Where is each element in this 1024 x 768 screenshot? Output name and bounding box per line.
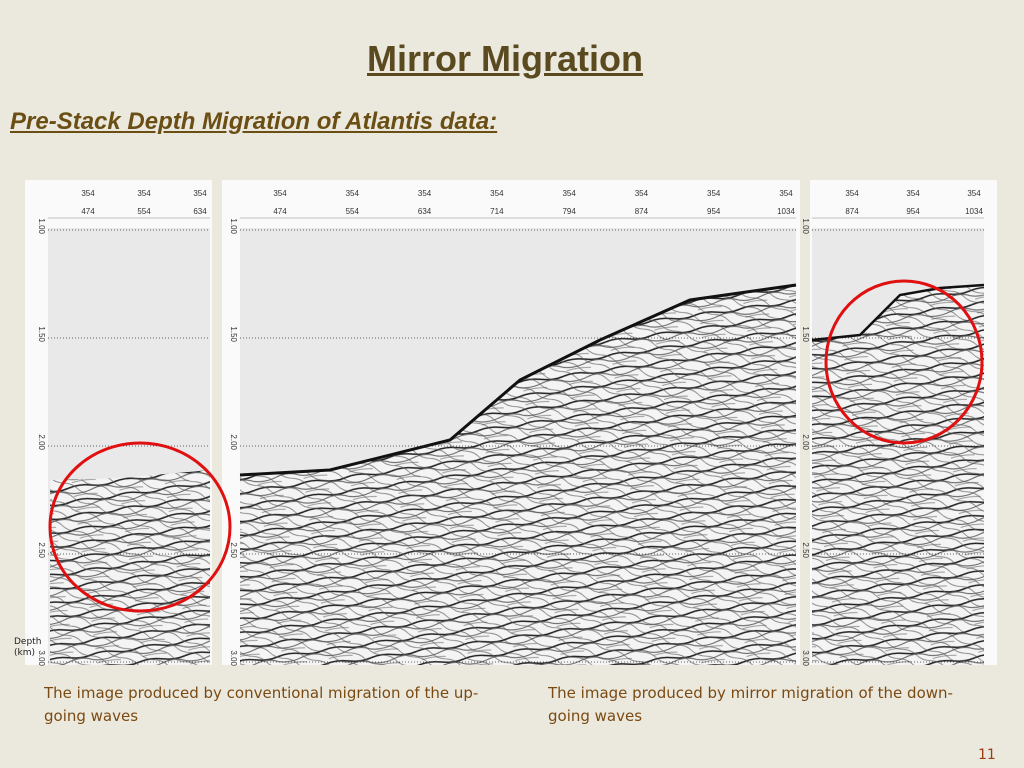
page-number: 11 <box>978 747 996 763</box>
trace-header: 1034 <box>965 207 983 216</box>
depth-tick-label: 1.00 <box>801 218 810 234</box>
trace-header: 474 <box>81 207 95 216</box>
depth-tick-label: 2.50 <box>37 542 46 558</box>
caption: The image produced by conventional migra… <box>44 684 479 725</box>
trace-header: 874 <box>635 207 649 216</box>
depth-tick-label: 1.50 <box>37 326 46 342</box>
trace-header: 794 <box>562 207 576 216</box>
trace-header: 714 <box>490 207 504 216</box>
depth-tick-label: 1.50 <box>229 326 238 342</box>
trace-header: 634 <box>418 207 432 216</box>
trace-header: 354 <box>906 189 920 198</box>
trace-header: 1034 <box>777 207 795 216</box>
trace-header: 474 <box>273 207 287 216</box>
trace-header: 354 <box>845 189 859 198</box>
depth-tick-label: 3.00 <box>37 650 46 666</box>
trace-header: 354 <box>193 189 207 198</box>
trace-header: 354 <box>562 189 576 198</box>
trace-header: 354 <box>779 189 793 198</box>
depth-tick-label: 2.50 <box>229 542 238 558</box>
highlight-circle <box>824 279 984 445</box>
depth-tick-label: 2.00 <box>229 434 238 450</box>
trace-header: 354 <box>418 189 432 198</box>
depth-tick-label: 3.00 <box>229 650 238 666</box>
trace-header: 354 <box>273 189 287 198</box>
depth-tick-label: 2.50 <box>801 542 810 558</box>
slide-title: Mirror Migration <box>367 38 643 79</box>
trace-header: 354 <box>346 189 360 198</box>
highlight-circle <box>48 441 232 613</box>
trace-header: 954 <box>707 207 721 216</box>
trace-header: 554 <box>137 207 151 216</box>
depth-tick-label: 2.00 <box>37 434 46 450</box>
depth-tick-label: 1.50 <box>801 326 810 342</box>
trace-header: 634 <box>193 207 207 216</box>
depth-label: Depth (km) <box>14 637 42 658</box>
caption: The image produced by mirror migration o… <box>548 684 953 725</box>
trace-header: 354 <box>137 189 151 198</box>
depth-tick-label: 1.00 <box>229 218 238 234</box>
trace-header: 354 <box>490 189 504 198</box>
trace-header: 354 <box>635 189 649 198</box>
trace-header: 354 <box>707 189 721 198</box>
depth-tick-label: 3.00 <box>801 650 810 666</box>
trace-header: 354 <box>967 189 981 198</box>
trace-header: 954 <box>906 207 920 216</box>
trace-header: 354 <box>81 189 95 198</box>
slide-subtitle: Pre-Stack Depth Migration of Atlantis da… <box>10 108 498 135</box>
trace-header: 554 <box>346 207 360 216</box>
depth-tick-label: 1.00 <box>37 218 46 234</box>
depth-tick-label: 2.00 <box>801 434 810 450</box>
trace-header: 874 <box>845 207 859 216</box>
